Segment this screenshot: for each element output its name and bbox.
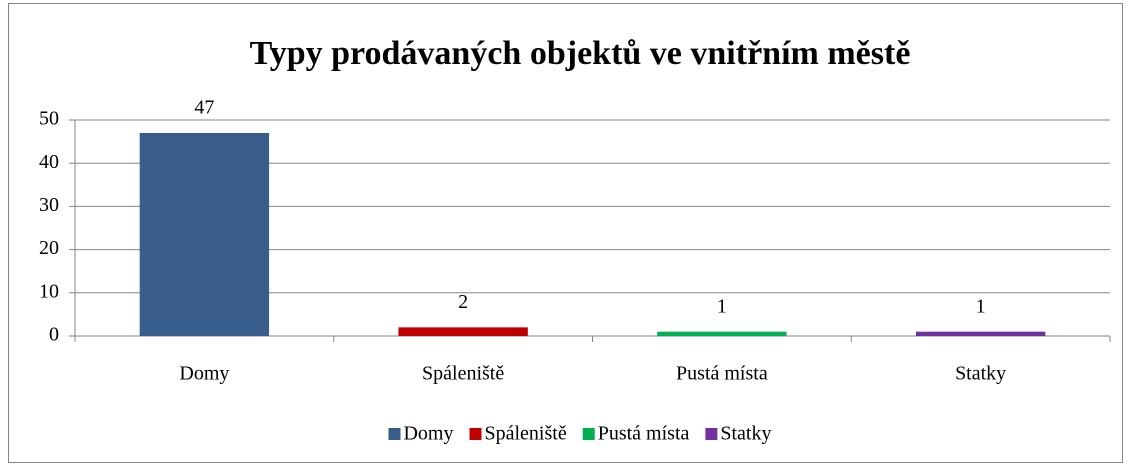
x-tick-label: Statky xyxy=(955,363,1006,385)
bar xyxy=(657,331,787,336)
data-label: 2 xyxy=(458,291,468,313)
y-tick-label: 40 xyxy=(39,151,59,173)
legend-label: Pustá místa xyxy=(598,423,690,445)
legend-label: Domy xyxy=(403,423,453,445)
y-tick-label: 20 xyxy=(39,237,59,259)
y-tick-label: 0 xyxy=(49,324,59,346)
bar xyxy=(915,331,1046,336)
legend-swatch xyxy=(582,428,595,440)
y-tick-label: 30 xyxy=(39,194,59,216)
data-label: 1 xyxy=(717,295,727,317)
x-tick-label: Domy xyxy=(179,363,229,385)
data-label: 1 xyxy=(976,295,986,317)
y-tick-label: 10 xyxy=(39,280,59,302)
legend-label: Spáleniště xyxy=(484,423,566,445)
legend-swatch xyxy=(705,428,718,440)
x-tick-label: Spáleniště xyxy=(422,363,504,385)
bar xyxy=(398,327,528,336)
legend-swatch xyxy=(388,428,401,440)
bar xyxy=(139,132,270,336)
x-tick-label: Pustá místa xyxy=(676,363,768,385)
chart-title: Typy prodávaných objektů ve vnitřním měs… xyxy=(250,35,911,72)
data-label: 47 xyxy=(194,97,214,119)
legend-label: Statky xyxy=(720,423,771,445)
legend-swatch xyxy=(469,428,482,440)
y-tick-label: 50 xyxy=(39,108,59,130)
